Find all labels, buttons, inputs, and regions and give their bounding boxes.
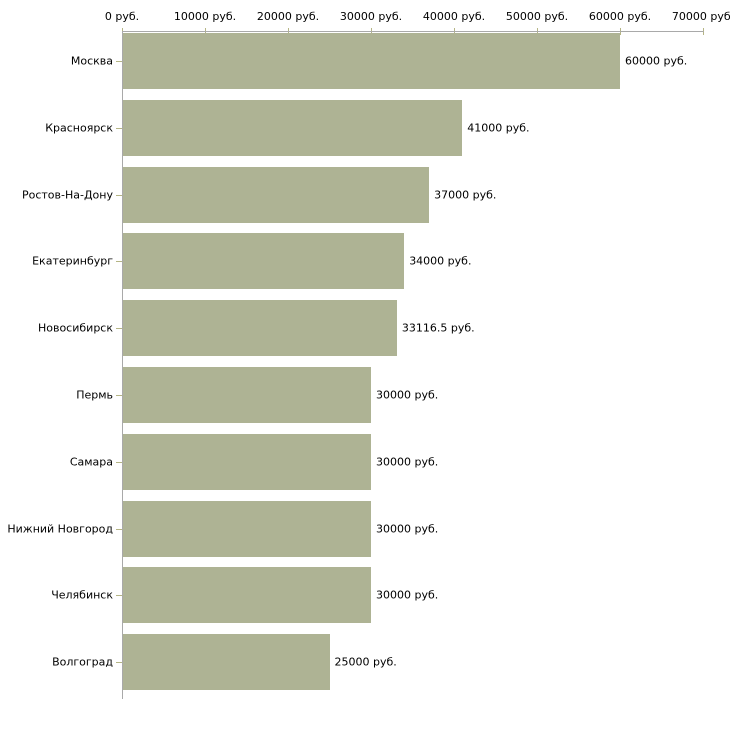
y-axis-category-label: Екатеринбург (32, 254, 113, 268)
x-axis-tick-label: 70000 руб. (671, 10, 730, 23)
x-axis-tick-label: 60000 руб. (588, 10, 652, 23)
bar-value-label: 30000 руб. (376, 588, 439, 602)
bar-value-label: 30000 руб. (376, 522, 439, 536)
y-axis-category-label: Челябинск (51, 588, 113, 602)
y-axis-tick-mark (116, 128, 122, 129)
y-axis-tick-mark (116, 395, 122, 396)
x-axis-tick-label: 50000 руб. (505, 10, 569, 23)
bar (123, 367, 371, 423)
y-axis-category-label: Нижний Новгород (7, 522, 113, 536)
bar (123, 233, 405, 290)
y-axis-category-label: Волгоград (52, 655, 113, 669)
y-axis-category-label: Москва (70, 54, 113, 68)
bar (123, 433, 371, 490)
bar (123, 99, 463, 156)
bar-value-label: 25000 руб. (334, 655, 397, 669)
bar (123, 567, 371, 624)
x-axis-tick-label: 30000 руб. (339, 10, 403, 23)
y-axis-tick-mark (116, 328, 122, 329)
y-axis-category-label: Красноярск (45, 121, 113, 135)
x-axis-tick-label: 10000 руб. (173, 10, 237, 23)
y-axis-category-label: Ростов-На-Дону (21, 188, 113, 202)
bar-value-label: 30000 руб. (376, 455, 439, 469)
bar-value-label: 60000 руб. (625, 54, 688, 68)
bar (123, 166, 430, 223)
bar (123, 500, 371, 557)
bar-value-label: 41000 руб. (467, 121, 530, 135)
y-axis-tick-mark (116, 261, 122, 262)
x-axis-line (122, 31, 704, 32)
bar-value-label: 37000 руб. (434, 188, 497, 202)
y-axis-tick-mark (116, 529, 122, 530)
y-axis-category-label: Пермь (76, 388, 113, 402)
y-axis-line (122, 31, 123, 699)
x-axis-tick-label: 40000 руб. (422, 10, 486, 23)
y-axis-tick-mark (116, 195, 122, 196)
bar (123, 33, 620, 89)
bar (123, 300, 397, 357)
y-axis-category-label: Самара (69, 455, 113, 469)
x-axis-tick-label: 20000 руб. (256, 10, 320, 23)
y-axis-tick-mark (116, 462, 122, 463)
bar-value-label: 33116.5 руб. (401, 321, 475, 335)
bar-value-label: 30000 руб. (376, 388, 439, 402)
bar (123, 634, 330, 691)
bar-value-label: 34000 руб. (409, 254, 472, 268)
y-axis-tick-mark (116, 595, 122, 596)
y-axis-tick-mark (116, 61, 122, 62)
y-axis-category-label: Новосибирск (37, 321, 113, 335)
y-axis-tick-mark (116, 662, 122, 663)
x-axis-tick-label: 0 руб. (104, 10, 140, 23)
